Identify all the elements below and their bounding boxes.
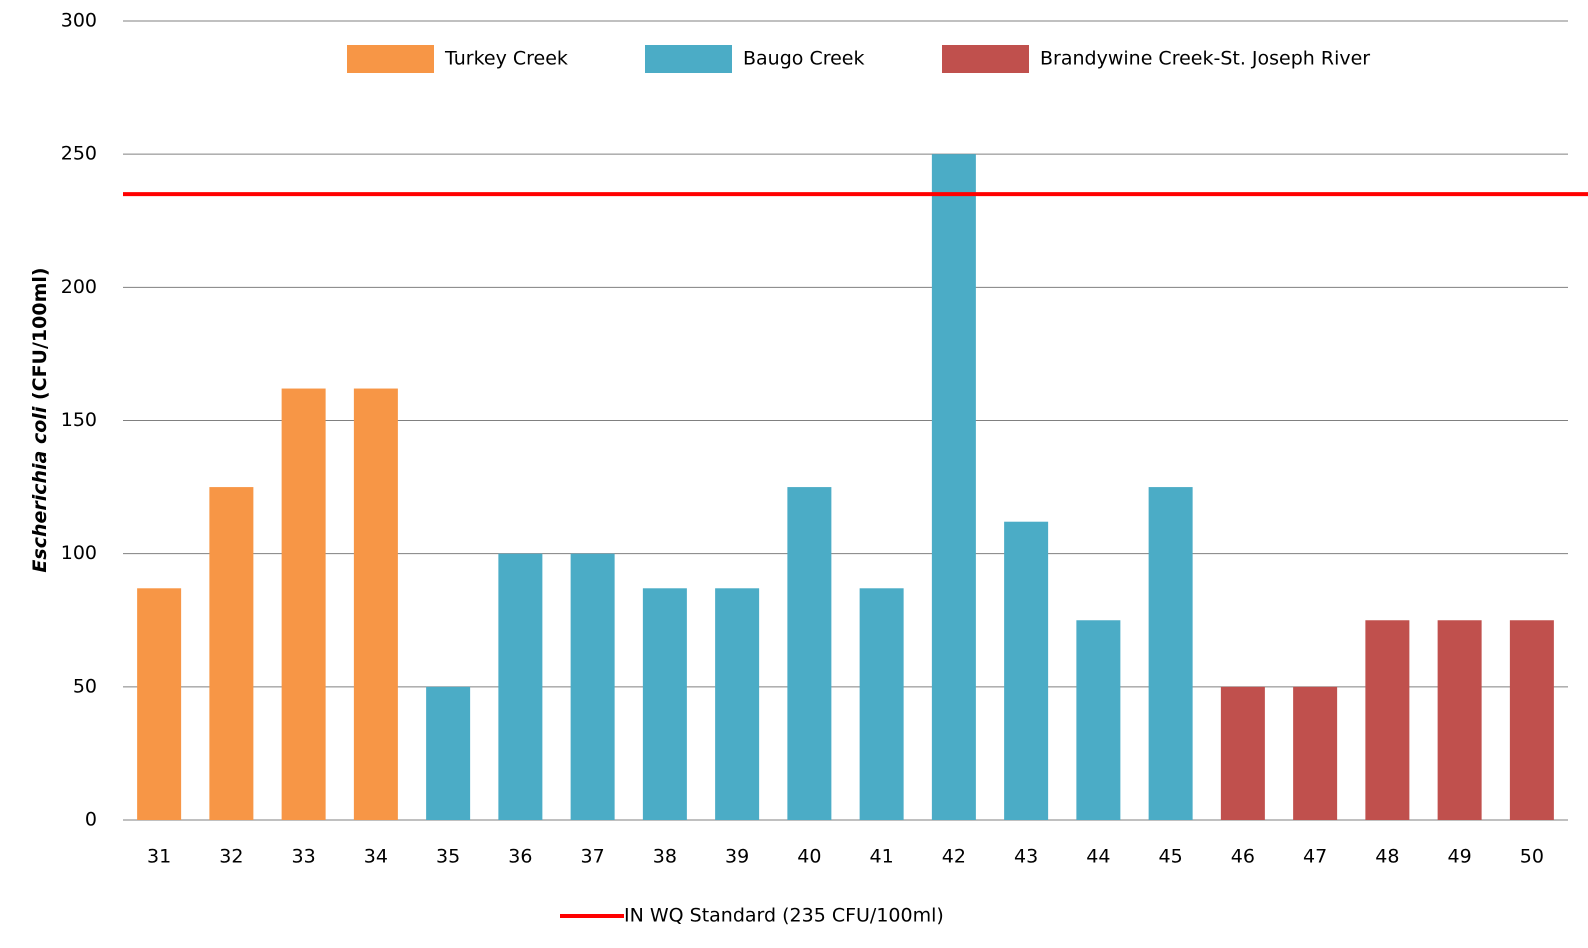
x-tick-label: 39 [725,846,749,868]
y-label-rest: (CFU/100ml) [29,267,51,400]
x-tick-label: 31 [147,846,171,868]
bar [1365,620,1410,820]
y-tick-label: 250 [61,143,97,165]
x-tick-label: 40 [797,846,821,868]
x-tick-label: 38 [653,846,677,868]
x-tick-label: 46 [1231,846,1255,868]
x-tick-label: 42 [942,846,966,868]
y-tick-label: 300 [61,10,97,32]
reference-legend-label: IN WQ Standard (235 CFU/100ml) [624,905,944,927]
legend-swatch [645,45,732,73]
legend-swatch [942,45,1029,73]
x-tick-label: 43 [1014,846,1038,868]
x-tick-label: 33 [292,846,316,868]
bar [1220,686,1265,820]
y-tick-label: 50 [73,675,97,697]
bar [787,487,832,820]
bar [209,487,254,820]
bar [1076,620,1121,820]
bar [498,553,543,820]
bar [1509,620,1554,820]
bar [642,588,687,820]
bar [1004,521,1049,820]
x-tick-label: 48 [1375,846,1399,868]
legend-label: Turkey Creek [444,48,568,70]
y-label-italic: Escherichia coli [29,406,51,572]
x-tick-label: 32 [219,846,243,868]
y-axis-label: Escherichia coli (CFU/100ml) [29,267,51,572]
legend-swatch [347,45,434,73]
bar [426,686,471,820]
x-tick-label: 41 [870,846,894,868]
x-tick-label: 37 [581,846,605,868]
bar [281,388,326,820]
x-tick-label: 50 [1520,846,1544,868]
bar [1437,620,1482,820]
x-tick-label: 47 [1303,846,1327,868]
bar [1293,686,1338,820]
bar [859,588,904,820]
y-tick-label: 100 [61,542,97,564]
bar [570,553,615,820]
x-tick-label: 34 [364,846,388,868]
x-tick-label: 35 [436,846,460,868]
bar [137,588,182,820]
x-tick-label: 49 [1448,846,1472,868]
bar [1148,487,1193,820]
bar [353,388,398,820]
legend-label: Baugo Creek [743,48,865,70]
bar [715,588,760,820]
y-tick-label: 0 [85,809,97,831]
x-tick-label: 45 [1159,846,1183,868]
legend-label: Brandywine Creek-St. Joseph River [1040,48,1370,70]
x-tick-label: 36 [508,846,532,868]
x-tick-label: 44 [1086,846,1110,868]
y-tick-label: 200 [61,276,97,298]
bar [931,154,976,820]
y-tick-label: 150 [61,409,97,431]
